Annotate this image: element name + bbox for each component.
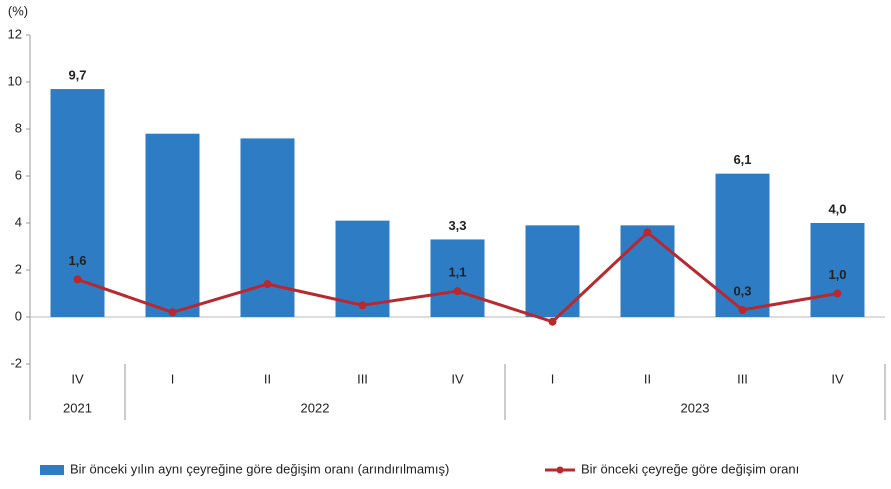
y-tick-label: 2 <box>15 261 22 276</box>
line-point <box>453 287 462 296</box>
bar <box>525 225 580 317</box>
line-point <box>738 305 747 314</box>
bar <box>810 223 865 317</box>
legend-label: Bir önceki çeyreğe göre değişim oranı <box>581 461 799 476</box>
bar <box>430 239 485 317</box>
line-point <box>168 308 177 317</box>
x-tick-label: II <box>644 371 651 386</box>
y-tick-label: 12 <box>8 26 22 41</box>
data-label: 1,0 <box>828 267 846 282</box>
legend-swatch <box>556 466 564 474</box>
group-label: 2022 <box>301 400 330 415</box>
data-label: 9,7 <box>68 67 86 82</box>
line-point <box>263 280 272 289</box>
line-point <box>833 289 842 298</box>
x-tick-label: I <box>171 371 175 386</box>
y-tick-label: 10 <box>8 73 22 88</box>
data-label: 6,1 <box>733 152 751 167</box>
line-point <box>548 317 557 326</box>
line-point <box>73 275 82 284</box>
x-tick-label: IV <box>71 371 84 386</box>
bar <box>145 133 200 317</box>
y-tick-label: 4 <box>15 214 22 229</box>
legend-label: Bir önceki yılın aynı çeyreğine göre değ… <box>70 461 449 476</box>
x-tick-label: I <box>551 371 555 386</box>
x-tick-label: III <box>737 371 748 386</box>
line-point <box>358 301 367 310</box>
group-label: 2021 <box>63 400 92 415</box>
line-point <box>643 228 652 237</box>
x-tick-label: III <box>357 371 368 386</box>
y-tick-label: 6 <box>15 167 22 182</box>
y-tick-label: 8 <box>15 120 22 135</box>
data-label: 0,3 <box>733 283 751 298</box>
legend-swatch <box>40 465 64 475</box>
y-axis-label: (%) <box>8 3 28 18</box>
x-tick-label: IV <box>451 371 464 386</box>
data-label: 3,3 <box>448 218 466 233</box>
bar <box>715 173 770 317</box>
data-label: 1,1 <box>448 265 466 280</box>
data-label: 4,0 <box>828 201 846 216</box>
bar <box>620 225 675 317</box>
group-label: 2023 <box>681 400 710 415</box>
y-tick-label: -2 <box>10 355 22 370</box>
x-tick-label: IV <box>831 371 844 386</box>
data-label: 1,6 <box>68 253 86 268</box>
y-tick-label: 0 <box>15 308 22 323</box>
x-tick-label: II <box>264 371 271 386</box>
